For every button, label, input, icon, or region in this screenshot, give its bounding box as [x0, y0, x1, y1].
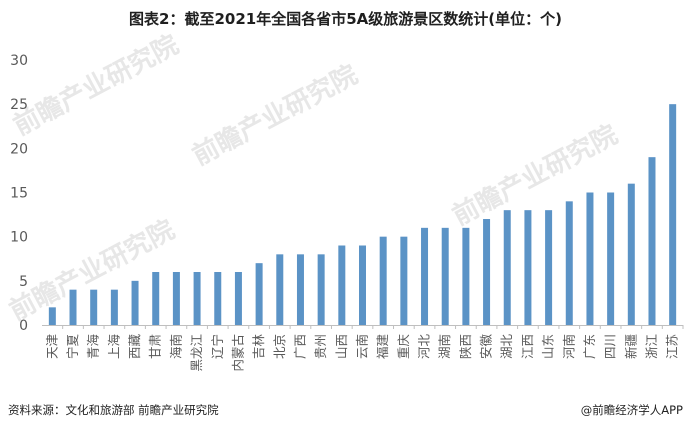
- bar-12: [276, 254, 284, 325]
- bar-24: [524, 210, 532, 325]
- y-tick-label: 5: [19, 274, 28, 290]
- x-tick-label: 上海: [106, 334, 121, 360]
- x-tick-label: 西藏: [127, 334, 142, 360]
- x-tick-label: 福建: [375, 334, 390, 360]
- bar-21: [462, 227, 470, 325]
- x-tick-label: 江苏: [665, 334, 680, 359]
- bar-13: [296, 254, 304, 325]
- x-tick-label: 湖南: [437, 334, 452, 359]
- bar-15: [338, 245, 346, 325]
- x-tick-label: 辽宁: [210, 334, 225, 359]
- bar-20: [441, 227, 449, 325]
- bar-29: [627, 183, 635, 325]
- x-tick-label: 甘肃: [148, 334, 163, 359]
- bar-2: [69, 289, 77, 325]
- x-tick-label: 内蒙古: [230, 334, 245, 372]
- x-tick-label: 宁夏: [65, 334, 80, 360]
- bar-18: [400, 236, 408, 325]
- x-tick-label: 湖北: [499, 334, 514, 360]
- bar-31: [669, 104, 677, 326]
- y-tick-label: 15: [10, 186, 28, 202]
- bar-1: [48, 307, 56, 325]
- x-tick-label: 广西: [292, 334, 307, 359]
- x-tick-label: 陕西: [458, 334, 473, 359]
- x-tick-label: 青海: [86, 334, 101, 360]
- bar-3: [90, 289, 98, 325]
- bar-16: [359, 245, 366, 325]
- bar-27: [586, 192, 594, 325]
- x-tick-label: 广东: [582, 334, 597, 359]
- x-tick-label: 河北: [417, 334, 432, 360]
- y-tick-label: 30: [10, 53, 28, 69]
- bar-5: [131, 280, 139, 325]
- x-tick-label: 北京: [272, 334, 287, 359]
- bar-11: [255, 263, 263, 325]
- source-note: 资料来源：文化和旅游部 前瞻产业研究院: [8, 403, 219, 417]
- x-tick-label: 山西: [334, 334, 349, 359]
- x-tick-label: 浙江: [644, 334, 659, 359]
- chart-title: 图表2：截至2021年全国各省市5A级旅游景区数统计(单位：个): [129, 10, 562, 28]
- bar-23: [503, 210, 511, 325]
- bar-22: [483, 219, 491, 325]
- bar-17: [379, 236, 387, 325]
- bar-8: [193, 272, 201, 325]
- x-tick-label: 黑龙江: [189, 334, 204, 372]
- bar-19: [421, 227, 429, 325]
- x-tick-label: 四川: [603, 334, 618, 359]
- x-tick-label: 天津: [44, 334, 59, 359]
- app-credit: @前瞻经济学人APP: [580, 403, 683, 417]
- x-tick-label: 新疆: [623, 334, 638, 359]
- x-tick-label: 海南: [168, 334, 183, 359]
- bar-6: [152, 272, 160, 325]
- bar-4: [110, 289, 118, 325]
- bar-9: [214, 272, 222, 325]
- x-tick-label: 云南: [355, 334, 370, 359]
- bar-14: [317, 254, 325, 325]
- x-tick-label: 安徽: [479, 334, 494, 360]
- y-tick-label: 25: [10, 97, 28, 113]
- x-tick-label: 重庆: [396, 334, 411, 360]
- x-tick-label: 江西: [520, 334, 535, 359]
- x-tick-label: 河南: [561, 334, 576, 359]
- y-tick-label: 0: [19, 318, 28, 334]
- bar-10: [234, 272, 242, 325]
- bar-28: [607, 192, 615, 325]
- bar-7: [172, 272, 180, 325]
- bar-chart: 0 5 10 15 20 25 30 天津 宁夏 青海 上海 西藏 甘肃 海南 黑龙江 辽宁 内蒙古 吉林 北京 广西…: [10, 53, 684, 372]
- x-tick-label: 贵州: [313, 334, 328, 359]
- x-tick-label: 吉林: [251, 334, 266, 360]
- x-tick-label: 山东: [541, 334, 556, 359]
- bar-30: [648, 157, 656, 325]
- bar-26: [565, 201, 573, 325]
- y-tick-label: 10: [10, 230, 28, 246]
- y-tick-label: 20: [10, 141, 28, 157]
- bar-25: [545, 210, 553, 325]
